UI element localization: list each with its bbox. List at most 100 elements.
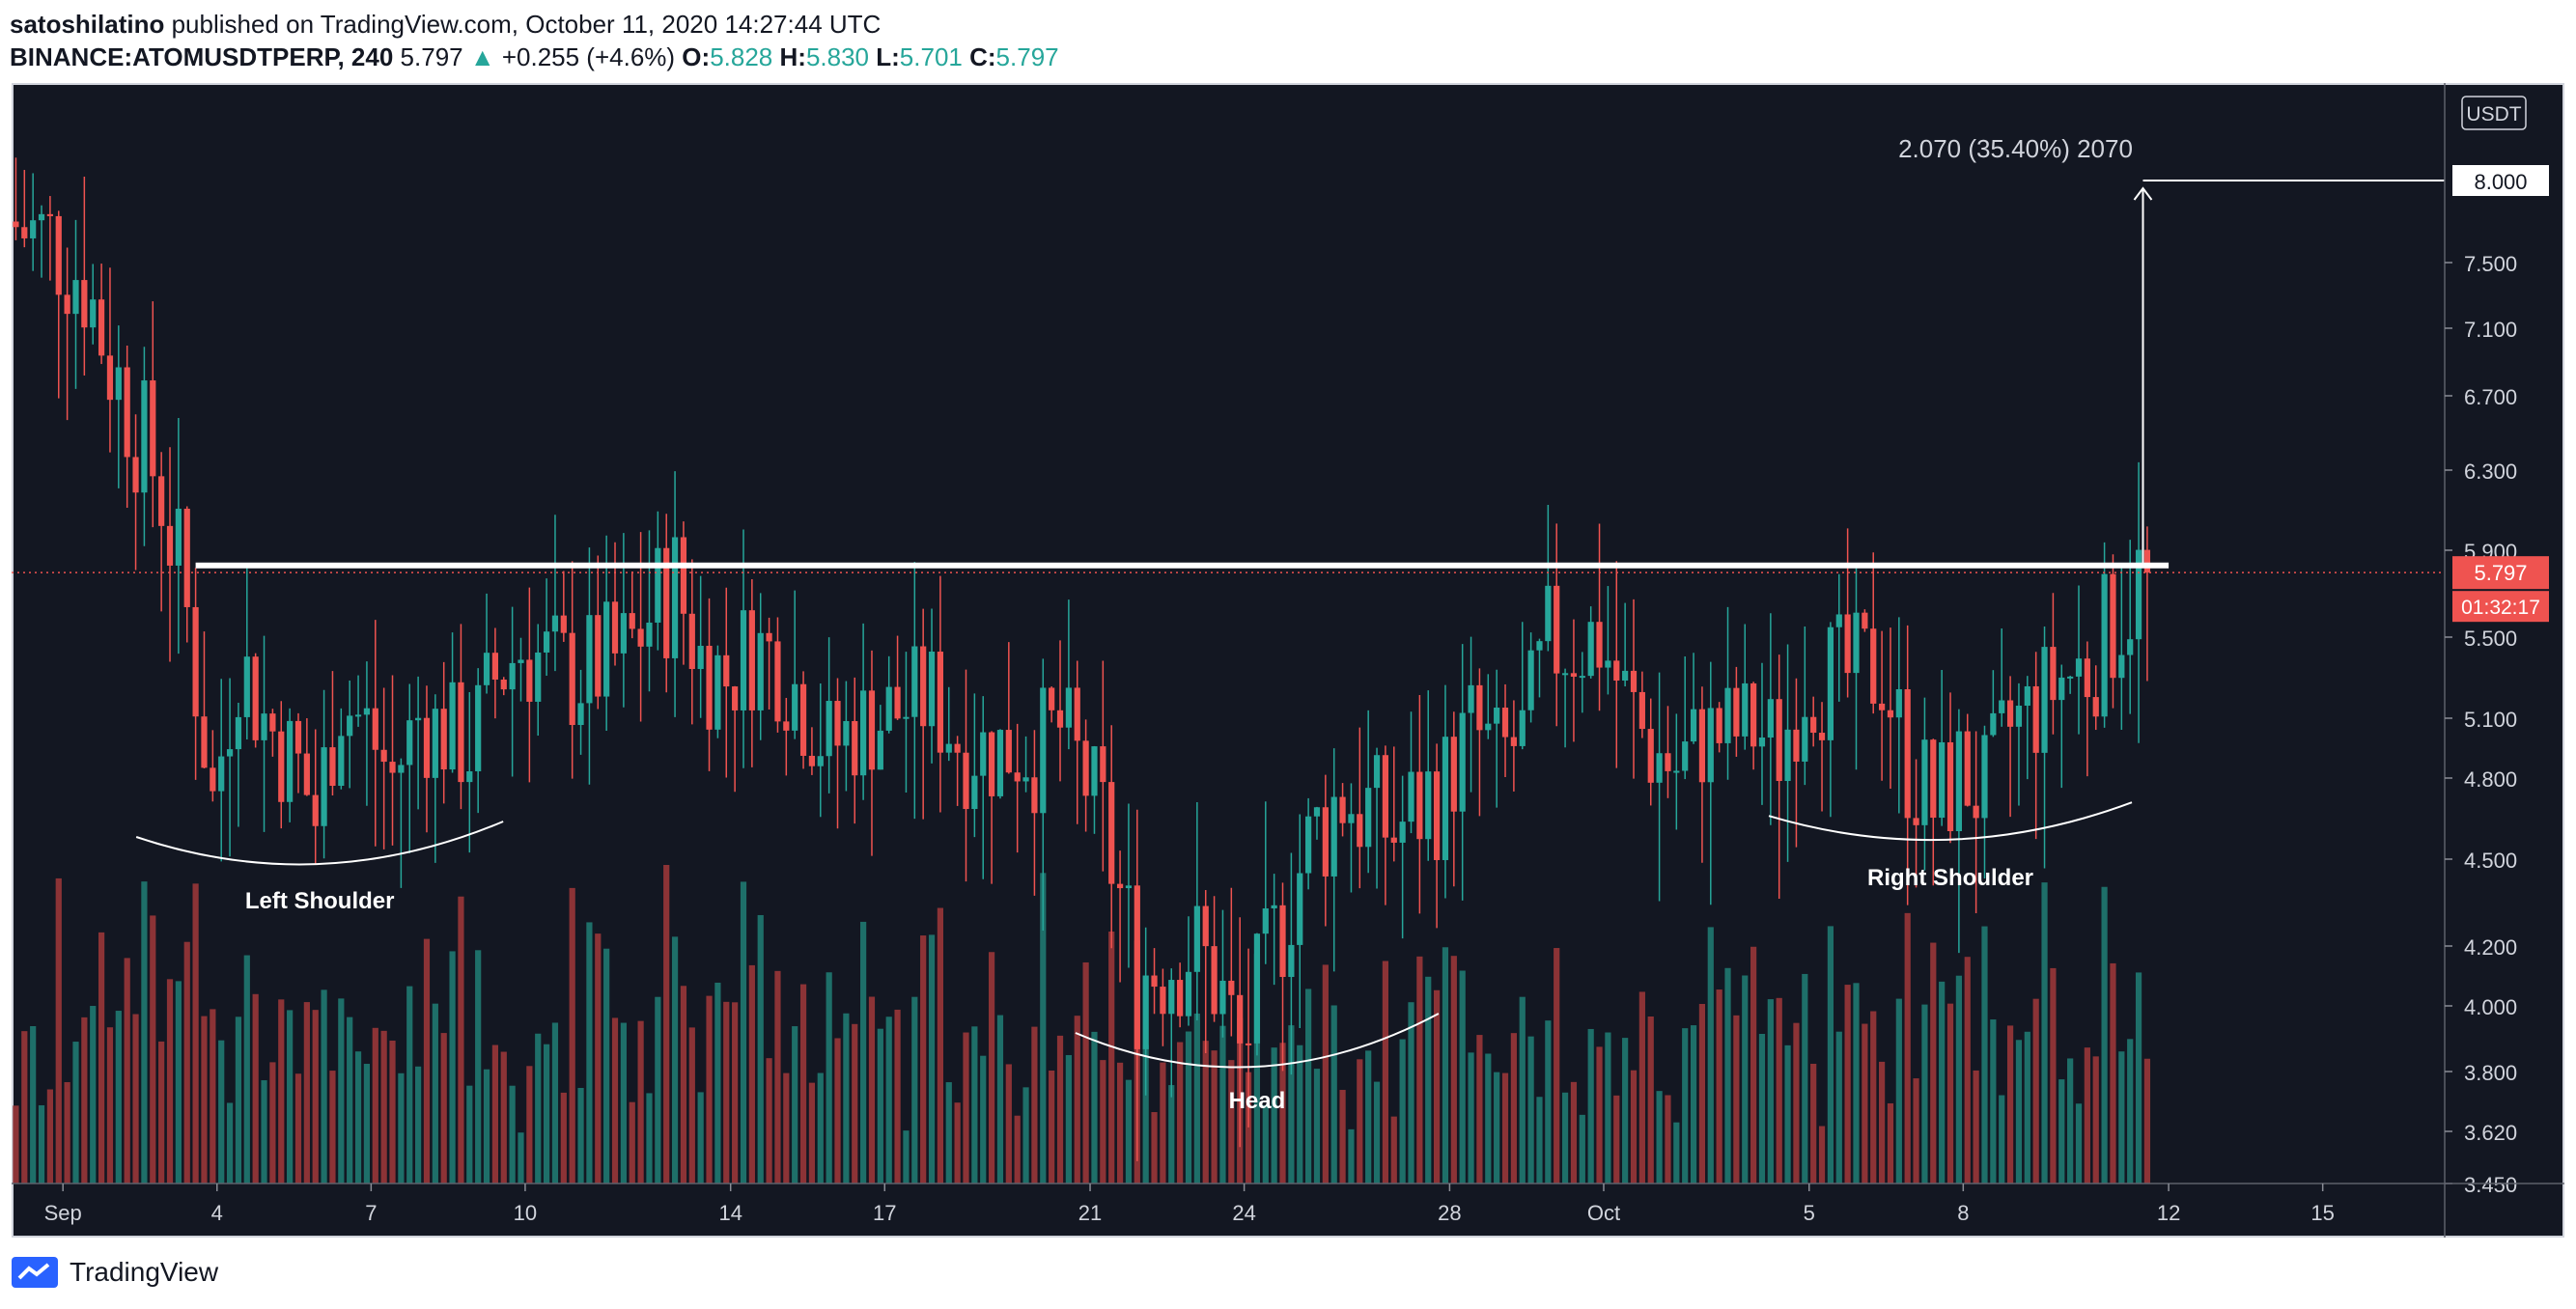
volume-bar: [1878, 1061, 1886, 1184]
author-name[interactable]: satoshilatino: [10, 10, 165, 39]
candle-body: [1339, 796, 1346, 823]
volume-bar: [629, 1101, 635, 1184]
candle-body: [714, 654, 721, 730]
volume-bar: [646, 1093, 653, 1184]
volume-bar: [526, 1066, 533, 1184]
candle-body: [1981, 735, 1988, 819]
candle-body: [1022, 777, 1029, 782]
candle-body: [1348, 814, 1355, 823]
candle-body: [1245, 1043, 1252, 1045]
candle-body: [1793, 729, 1800, 762]
candle-body: [1964, 731, 1971, 806]
volume-bar: [1570, 1081, 1578, 1184]
volume-bar: [192, 883, 199, 1184]
currency-button[interactable]: [2461, 96, 2527, 130]
volume-bar: [98, 932, 105, 1184]
volume-bar: [303, 1002, 310, 1184]
candle-body: [971, 775, 978, 810]
candle-body: [458, 682, 464, 783]
candle-body: [560, 615, 567, 633]
candle-body: [1142, 975, 1149, 1049]
volume-bar: [697, 1092, 704, 1184]
candle-body: [252, 656, 259, 740]
volume-bar: [740, 881, 747, 1184]
volume-bar: [466, 1085, 473, 1184]
footer-brand[interactable]: TradingView: [70, 1257, 219, 1287]
candle-body: [389, 762, 396, 773]
volume-bar: [1554, 948, 1560, 1184]
candle-body: [1168, 980, 1175, 1015]
high-value: 5.830: [805, 42, 870, 71]
candle-body: [1065, 687, 1072, 728]
candle-body: [1527, 650, 1534, 710]
candle-body: [988, 732, 995, 796]
volume-bar: [655, 996, 661, 1184]
volume-bar: [201, 1016, 208, 1184]
volume-bar: [1425, 976, 1432, 1184]
volume-bar: [1476, 1035, 1483, 1184]
volume-bar: [38, 1104, 45, 1184]
volume-bar: [2024, 1031, 2030, 1184]
right-shoulder-arc[interactable]: [1768, 801, 2133, 842]
candle-body: [183, 508, 190, 607]
candle-body: [1844, 614, 1851, 674]
volume-bar: [1973, 1070, 1979, 1184]
volume-bar: [1904, 912, 1911, 1184]
volume-bar: [843, 1013, 850, 1184]
price-chart[interactable]: 2.070 (35.40%) 2070 Left Shoulder Head Righ…: [12, 83, 2564, 1238]
volume-bar: [406, 986, 413, 1184]
volume-bar: [1373, 1081, 1381, 1184]
volume-bar: [1485, 1053, 1492, 1184]
candle-body: [158, 476, 165, 526]
volume-bar: [2092, 1056, 2099, 1184]
volume-bar: [860, 921, 867, 1184]
candle-body: [312, 794, 319, 826]
candle-body: [1330, 796, 1337, 877]
candle-body: [2050, 647, 2057, 701]
candle-body: [124, 367, 130, 458]
tradingview-logo-icon[interactable]: [12, 1257, 58, 1288]
candle-body: [1494, 708, 1500, 724]
volume-bar: [13, 1105, 19, 1184]
left-shoulder-arc[interactable]: [135, 821, 504, 866]
target-price-box: [2452, 165, 2549, 196]
price-tick-label: 3.800: [2464, 1061, 2517, 1085]
candle-body: [996, 730, 1004, 796]
price-tick-label: 6.300: [2464, 460, 2517, 484]
candle-body: [774, 641, 781, 722]
candle-body: [1690, 709, 1697, 742]
volume-bar: [1357, 1059, 1363, 1184]
candle-body: [852, 720, 858, 776]
volume-bar: [321, 989, 327, 1184]
candle-body: [2075, 658, 2083, 677]
volume-bar: [1365, 1050, 1372, 1184]
candle-body: [1510, 737, 1517, 746]
time-tick-label: Oct: [1587, 1201, 1620, 1225]
candle-body: [826, 701, 832, 757]
volume-bar: [1091, 1031, 1098, 1184]
candle-body: [1887, 710, 1894, 718]
volume-bar: [1228, 1060, 1235, 1184]
volume-bar: [294, 1073, 302, 1184]
candle-body: [799, 683, 807, 756]
volume-bar: [1459, 970, 1466, 1184]
candle-body: [2127, 639, 2134, 655]
candle-body: [757, 632, 764, 710]
volume-bar: [491, 1044, 498, 1184]
volume-bar: [458, 896, 464, 1184]
volume-bar: [55, 877, 62, 1184]
candle-body: [218, 756, 225, 792]
head-arc[interactable]: [1075, 1013, 1440, 1069]
volume-bar: [663, 865, 670, 1184]
volume-bar: [1399, 1039, 1406, 1184]
volume-bar: [1596, 1046, 1603, 1184]
volume-bar: [1288, 1025, 1295, 1184]
candle-body: [1810, 716, 1817, 734]
candle-body: [1040, 687, 1047, 814]
volume-bar: [1579, 1114, 1585, 1184]
candle-body: [551, 615, 559, 632]
candle-body: [1750, 682, 1757, 747]
volume-bar: [509, 1085, 516, 1184]
candle-body: [1561, 673, 1569, 676]
volume-bar: [569, 887, 575, 1184]
